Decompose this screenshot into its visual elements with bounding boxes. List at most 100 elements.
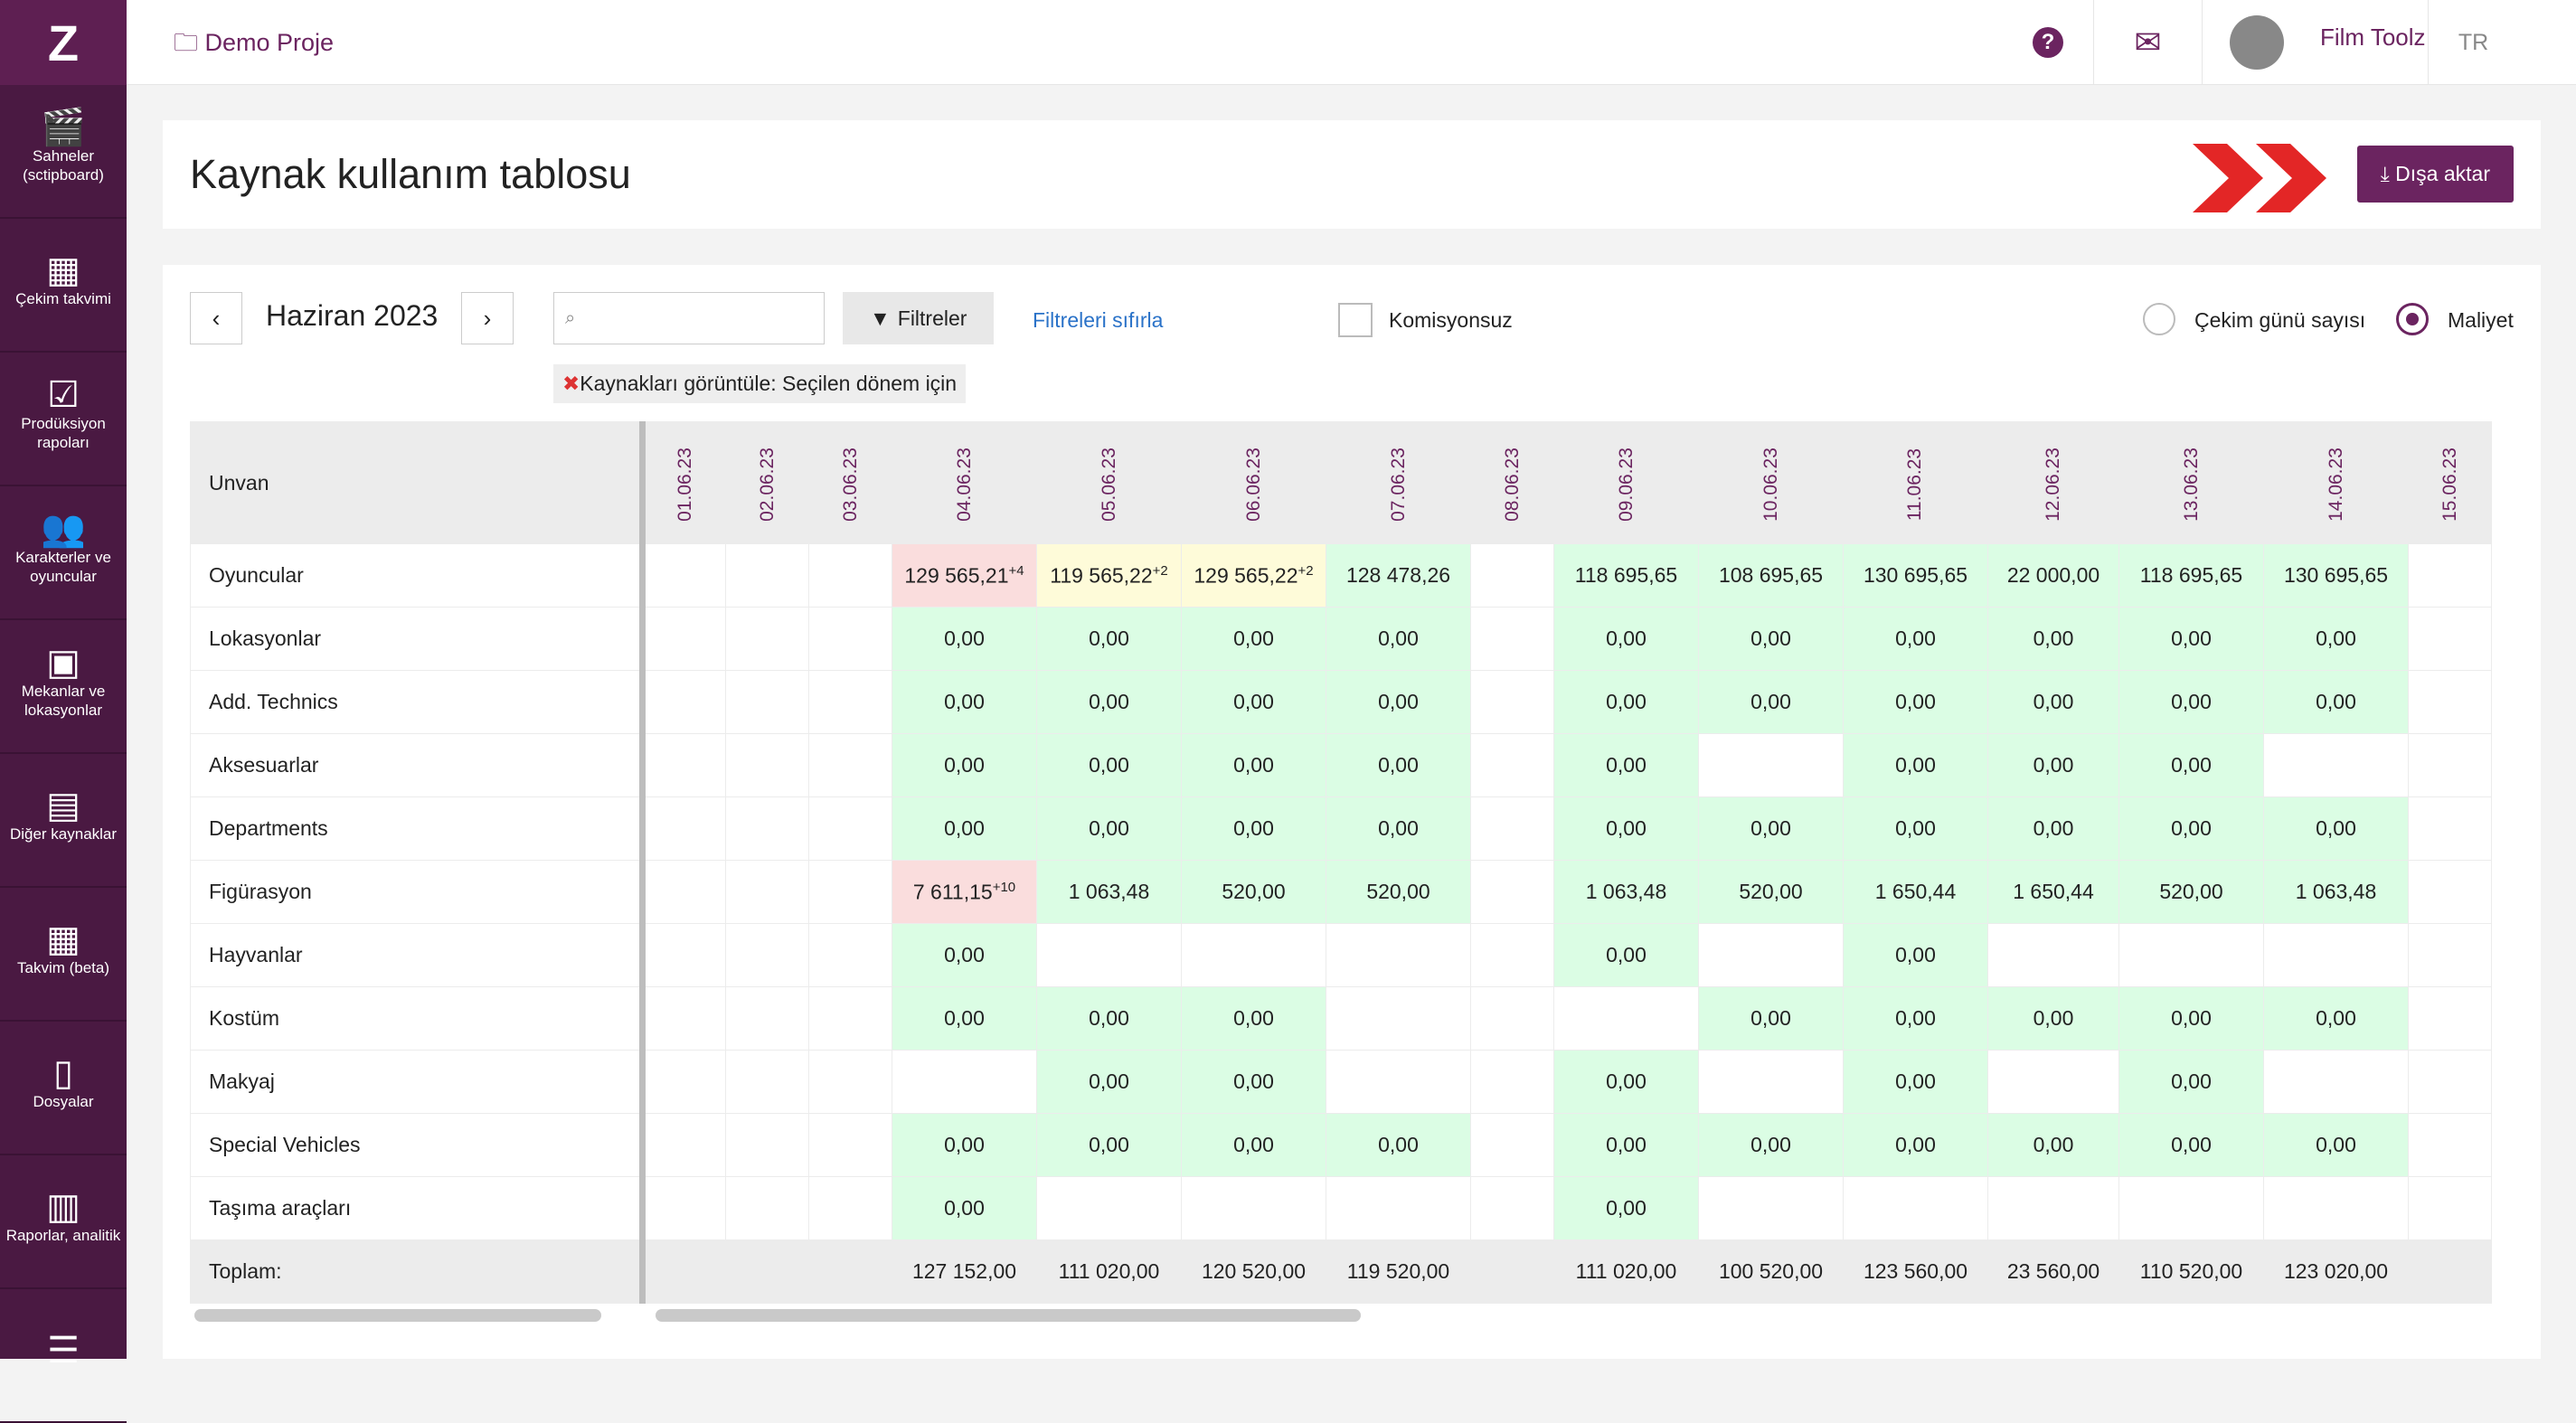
table-cell[interactable]: 0,00 [892, 607, 1037, 671]
table-cell[interactable]: 0,00 [1036, 607, 1182, 671]
table-cell[interactable]: 108 695,65 [1698, 543, 1844, 608]
table-cell[interactable]: 0,00 [1181, 986, 1326, 1051]
table-cell[interactable]: 0,00 [2263, 1113, 2409, 1177]
table-cell[interactable]: 0,00 [1181, 607, 1326, 671]
table-cell[interactable]: 0,00 [1843, 607, 1988, 671]
table-cell[interactable] [2118, 1176, 2264, 1240]
table-cell[interactable]: 0,00 [1987, 607, 2119, 671]
table-cell[interactable]: 0,00 [892, 923, 1037, 987]
table-cell[interactable]: 0,00 [1843, 986, 1988, 1051]
sidebar-item-9[interactable]: ☰ [0, 1289, 127, 1423]
table-cell[interactable] [1326, 1050, 1471, 1114]
table-cell[interactable] [642, 670, 726, 734]
table-cell[interactable]: 0,00 [2263, 607, 2409, 671]
table-cell[interactable]: 1 063,48 [2263, 860, 2409, 924]
table-cell[interactable]: 0,00 [1987, 1113, 2119, 1177]
table-cell[interactable] [642, 1176, 726, 1240]
table-cell[interactable]: 1 063,48 [1553, 860, 1699, 924]
table-cell[interactable] [2263, 1176, 2409, 1240]
date-header[interactable]: 12.06.23 [1987, 421, 2119, 544]
date-header[interactable]: 14.06.23 [2263, 421, 2409, 544]
filter-chip[interactable]: ✖Kaynakları görüntüle: Seçilen dönem içi… [553, 364, 967, 403]
date-header[interactable]: 09.06.23 [1553, 421, 1699, 544]
table-cell[interactable]: 0,00 [1553, 733, 1699, 797]
commission-checkbox[interactable] [1338, 303, 1373, 337]
table-cell[interactable] [808, 1113, 892, 1177]
table-cell[interactable]: 7 611,15+10 [892, 860, 1037, 924]
user-menu[interactable]: Film Toolz [2202, 0, 2428, 85]
shooting-days-radio[interactable] [2143, 303, 2175, 335]
table-cell[interactable]: 0,00 [892, 1176, 1037, 1240]
table-cell[interactable]: 0,00 [1843, 670, 1988, 734]
sidebar-item-1[interactable]: ▦ Çekim takvimi [0, 219, 127, 353]
table-cell[interactable]: 119 565,22+2 [1036, 543, 1182, 608]
table-cell[interactable]: 0,00 [1036, 1113, 1182, 1177]
table-cell[interactable]: 118 695,65 [2118, 543, 2264, 608]
table-cell[interactable]: 0,00 [1181, 733, 1326, 797]
table-cell[interactable]: 0,00 [1181, 670, 1326, 734]
table-cell[interactable]: 0,00 [1987, 733, 2119, 797]
table-cell[interactable] [1470, 1176, 1554, 1240]
table-cell[interactable] [642, 733, 726, 797]
table-cell[interactable]: 0,00 [892, 1113, 1037, 1177]
table-cell[interactable]: 0,00 [1326, 733, 1471, 797]
table-cell[interactable] [642, 543, 726, 608]
table-cell[interactable]: 0,00 [892, 986, 1037, 1051]
table-cell[interactable] [808, 607, 892, 671]
date-header[interactable]: 11.06.23 [1843, 421, 1988, 544]
table-cell[interactable]: 129 565,22+2 [1181, 543, 1326, 608]
table-cell[interactable]: 0,00 [1036, 986, 1182, 1051]
table-cell[interactable] [725, 670, 809, 734]
table-cell[interactable] [1987, 1176, 2119, 1240]
messages-button[interactable]: ✉ [2093, 0, 2202, 85]
table-cell[interactable]: 0,00 [1553, 796, 1699, 861]
table-cell[interactable] [725, 986, 809, 1051]
table-cell[interactable] [2408, 733, 2492, 797]
table-cell[interactable]: 0,00 [1036, 670, 1182, 734]
table-cell[interactable]: 0,00 [2263, 796, 2409, 861]
table-cell[interactable] [808, 860, 892, 924]
sidebar-item-5[interactable]: ▤ Diğer kaynaklar [0, 754, 127, 888]
table-cell[interactable]: 0,00 [1326, 796, 1471, 861]
table-cell[interactable]: 118 695,65 [1553, 543, 1699, 608]
table-cell[interactable] [1987, 923, 2119, 987]
table-cell[interactable] [2408, 607, 2492, 671]
table-cell[interactable] [2118, 923, 2264, 987]
table-cell[interactable]: 0,00 [1987, 986, 2119, 1051]
table-cell[interactable] [1470, 923, 1554, 987]
table-cell[interactable] [1470, 607, 1554, 671]
table-cell[interactable] [1181, 923, 1326, 987]
cost-radio[interactable] [2396, 303, 2429, 335]
table-cell[interactable]: 0,00 [1326, 670, 1471, 734]
table-cell[interactable] [2408, 923, 2492, 987]
table-cell[interactable]: 0,00 [1843, 1050, 1988, 1114]
table-cell[interactable]: 520,00 [2118, 860, 2264, 924]
table-cell[interactable] [1698, 923, 1844, 987]
table-cell[interactable] [808, 986, 892, 1051]
date-header[interactable]: 10.06.23 [1698, 421, 1844, 544]
table-cell[interactable]: 1 650,44 [1987, 860, 2119, 924]
label-scrollbar[interactable] [194, 1309, 601, 1322]
table-cell[interactable] [808, 923, 892, 987]
table-cell[interactable] [1326, 923, 1471, 987]
table-cell[interactable]: 520,00 [1326, 860, 1471, 924]
table-cell[interactable]: 0,00 [2263, 986, 2409, 1051]
date-header[interactable]: 08.06.23 [1470, 421, 1554, 544]
date-header[interactable]: 07.06.23 [1326, 421, 1471, 544]
table-cell[interactable]: 130 695,65 [1843, 543, 1988, 608]
table-cell[interactable] [808, 796, 892, 861]
table-cell[interactable] [808, 1176, 892, 1240]
table-cell[interactable]: 0,00 [1181, 796, 1326, 861]
sidebar-item-0[interactable]: 🎬 Sahneler (sctipboard) [0, 85, 127, 219]
table-cell[interactable]: 0,00 [1181, 1050, 1326, 1114]
table-cell[interactable]: 520,00 [1698, 860, 1844, 924]
table-cell[interactable] [808, 543, 892, 608]
prev-month-button[interactable]: ‹ [190, 292, 242, 344]
table-cell[interactable]: 1 063,48 [1036, 860, 1182, 924]
sidebar-item-7[interactable]: ▯ Dosyalar [0, 1022, 127, 1155]
table-cell[interactable] [1181, 1176, 1326, 1240]
help-button[interactable]: ? [2007, 0, 2089, 85]
table-cell[interactable]: 0,00 [1036, 796, 1182, 861]
table-cell[interactable]: 0,00 [892, 670, 1037, 734]
table-cell[interactable] [642, 923, 726, 987]
